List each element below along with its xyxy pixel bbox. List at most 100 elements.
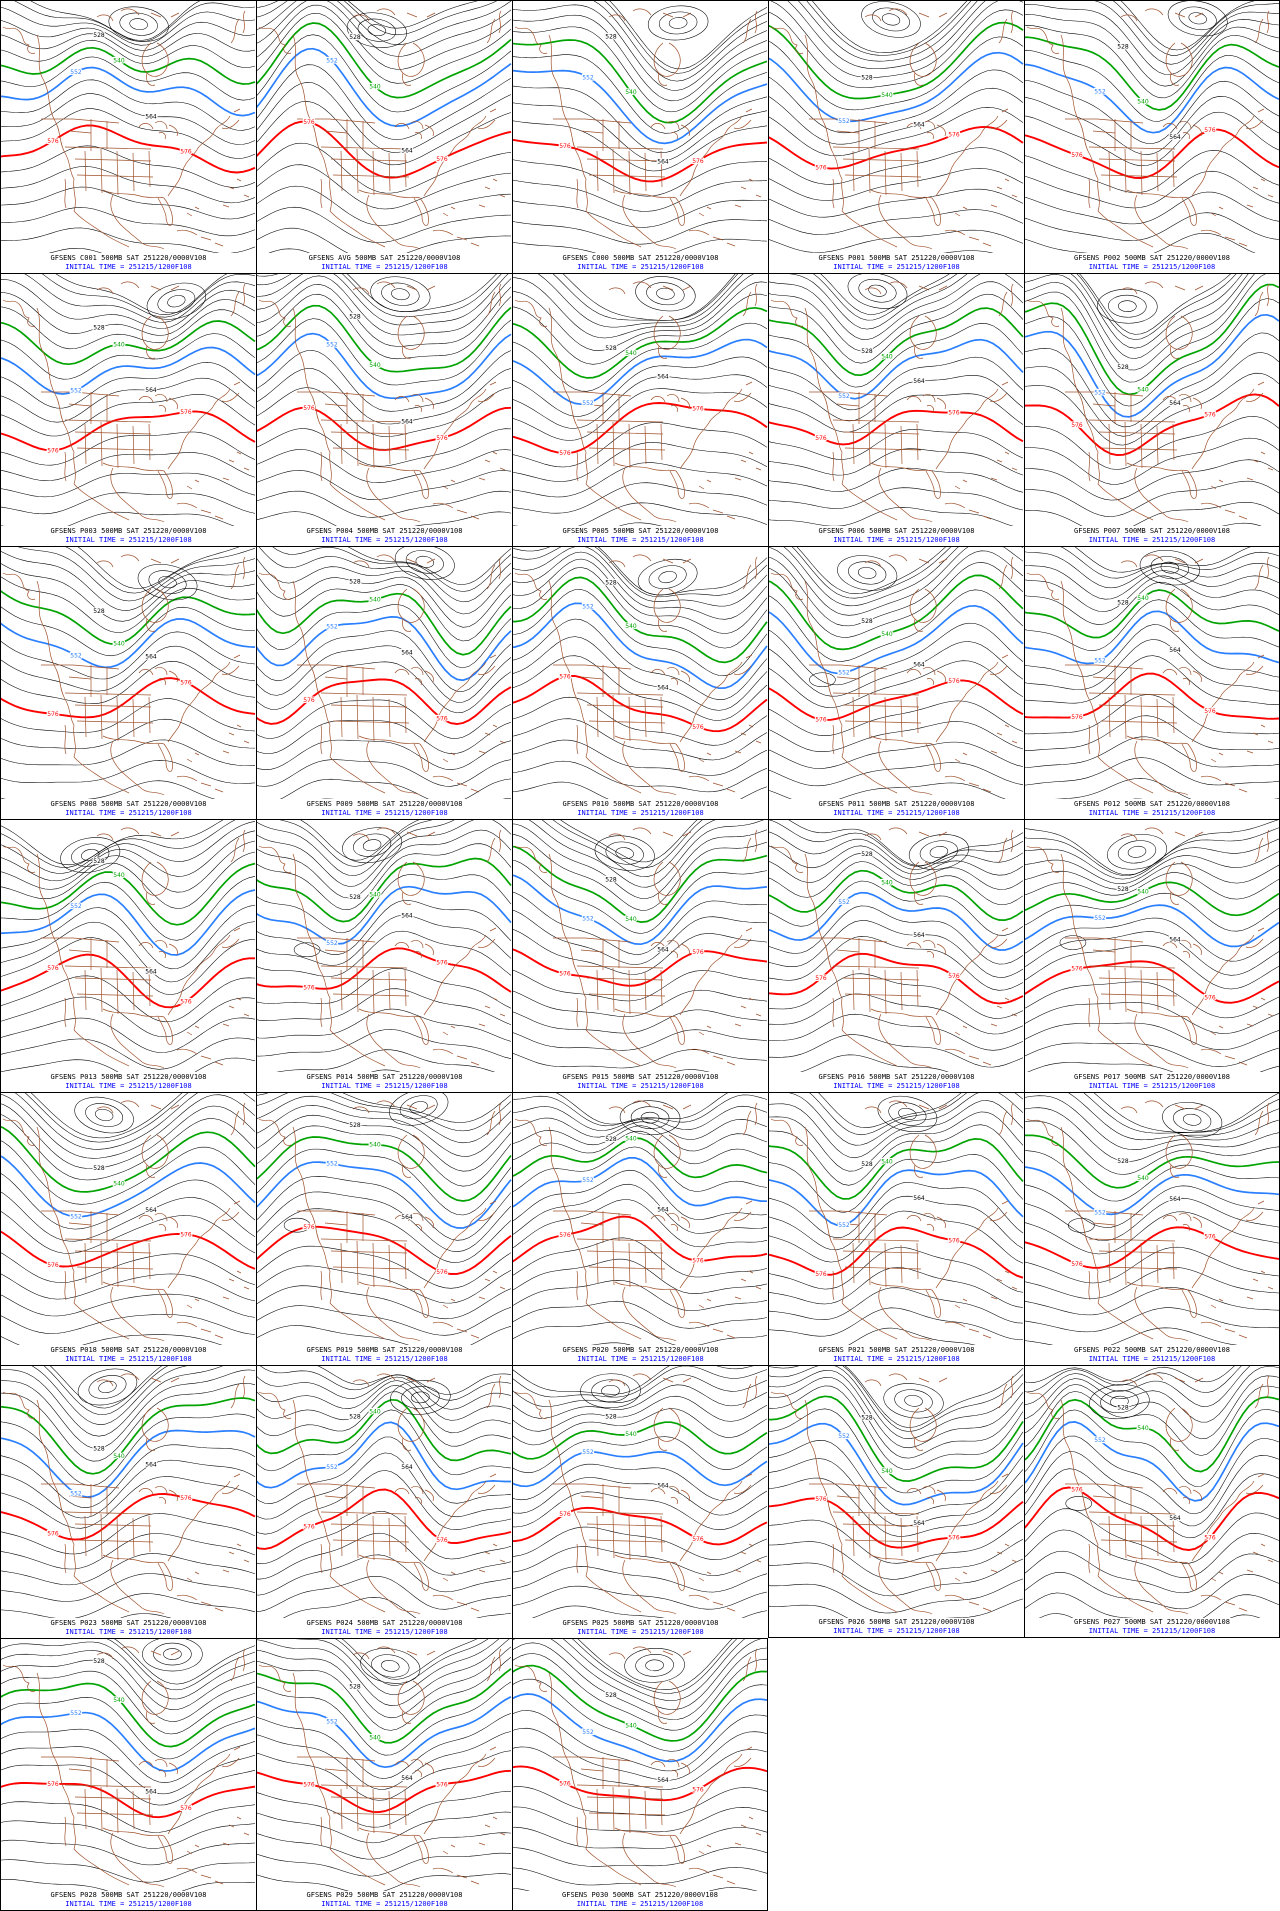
height-contours (513, 547, 768, 799)
panel-captions: GFSENS P009 500MB SAT 251220/0000V108 IN… (257, 800, 512, 818)
panel-captions: GFSENS P005 500MB SAT 251220/0000V108 IN… (513, 527, 768, 545)
geography-outlines (770, 8, 1018, 250)
panel-caption: GFSENS P011 500MB SAT 251220/0000V108 (818, 800, 975, 808)
contour-value-labels: 540 552 576 576 528 564 (558, 32, 705, 166)
height-contours (513, 1366, 768, 1618)
map-panel: 540 552 576 576 528 564 GFSENS P016 500MB SAT… (768, 819, 1024, 1092)
contour-label: 528 (605, 34, 617, 41)
contour-label: 528 (349, 34, 361, 41)
height-contours (1, 1366, 256, 1618)
contour-label: 552 (1094, 1209, 1106, 1216)
contour-label: 564 (1169, 937, 1181, 944)
closed-low-contours (1139, 550, 1200, 586)
closed-low-contours (390, 1380, 451, 1415)
panel-initial-time: INITIAL TIME = 251215/1200F108 (577, 1082, 704, 1090)
panel-initial-time: INITIAL TIME = 251215/1200F108 (577, 809, 704, 817)
panel-captions: GFSENS P026 500MB SAT 251220/0000V108 IN… (769, 1618, 1024, 1636)
contour-map: 540 552 576 576 528 564 (513, 547, 768, 799)
map-panel: 540 552 576 576 528 564 GFSENS P002 500MB SAT… (1024, 0, 1280, 273)
contour-label: 564 (913, 1520, 925, 1527)
contour-map: 540 552 576 576 528 564 (1, 1639, 256, 1891)
panel-captions: GFSENS C001 500MB SAT 251220/0000V108 IN… (1, 254, 256, 272)
geography-outlines (2, 281, 250, 523)
contour-label: 540 (881, 1468, 893, 1475)
height-contours (513, 1093, 768, 1345)
geography-outlines (2, 1373, 250, 1615)
contour-label: 564 (401, 1214, 413, 1221)
panel-initial-time: INITIAL TIME = 251215/1200F108 (321, 263, 448, 271)
contour-label: 540 (881, 880, 893, 887)
contour-label: 576 (559, 143, 571, 150)
geography-outlines (1026, 281, 1274, 523)
panel-captions: GFSENS P017 500MB SAT 251220/0000V108 IN… (1025, 1073, 1279, 1091)
contour-label: 576 (436, 156, 448, 163)
closed-low-contours (847, 274, 908, 309)
contour-label: 540 (1137, 1425, 1149, 1432)
contour-label: 576 (1071, 1261, 1083, 1268)
contour-label: 576 (1071, 966, 1083, 973)
map-panel: 540 552 576 576 528 564 GFSENS P020 500MB SAT… (512, 1092, 768, 1365)
contour-label: 564 (145, 387, 157, 394)
contour-label: 552 (582, 603, 594, 610)
contour-label: 576 (1204, 708, 1216, 715)
contour-label: 528 (605, 1692, 617, 1699)
closed-low-contours (283, 1093, 449, 1233)
contour-map: 540 552 576 576 528 564 (1, 274, 256, 526)
contour-label: 576 (1204, 412, 1216, 419)
geography-outlines (1026, 8, 1274, 250)
panel-captions: GFSENS P012 500MB SAT 251220/0000V108 IN… (1025, 800, 1279, 818)
panel-initial-time: INITIAL TIME = 251215/1200F108 (833, 1627, 960, 1635)
contour-label: 564 (145, 654, 157, 661)
contour-label: 576 (692, 949, 704, 956)
panel-initial-time: INITIAL TIME = 251215/1200F108 (577, 263, 704, 271)
contour-label: 576 (948, 1535, 960, 1542)
contour-map: 540 552 576 576 528 564 (1, 1093, 256, 1345)
closed-low-contours (861, 1, 921, 38)
panel-caption: GFSENS P017 500MB SAT 251220/0000V108 (1074, 1073, 1230, 1081)
panel-captions: GFSENS P020 500MB SAT 251220/0000V108 IN… (513, 1346, 768, 1364)
contour-label: 576 (559, 450, 571, 457)
map-panel: 540 552 576 576 528 564 GFSENS P014 500MB SAT… (256, 819, 512, 1092)
contour-map: 540 552 576 576 528 564 (1025, 274, 1279, 526)
map-panel: 540 552 576 576 528 564 GFSENS P007 500MB SAT… (1024, 273, 1280, 546)
contour-label: 540 (1137, 386, 1149, 393)
contour-label: 576 (180, 679, 192, 686)
panel-captions: GFSENS P015 500MB SAT 251220/0000V108 IN… (513, 1073, 768, 1091)
contour-map: 540 552 576 576 528 564 (513, 1093, 768, 1345)
closed-low-contours (293, 827, 403, 958)
contour-label: 540 (369, 1734, 381, 1741)
contour-map: 540 552 576 576 528 564 (1025, 1366, 1279, 1618)
contour-label: 528 (93, 1446, 105, 1453)
contour-map: 540 552 576 576 528 564 (257, 1093, 512, 1345)
panel-captions: GFSENS AVG 500MB SAT 251220/0000V108 INI… (257, 254, 512, 272)
closed-low-contours (1059, 834, 1168, 950)
panel-initial-time: INITIAL TIME = 251215/1200F108 (321, 1900, 448, 1908)
closed-low-contours (619, 1100, 681, 1135)
contour-label: 528 (861, 1161, 873, 1168)
height-contours (1, 1639, 256, 1891)
contour-label: 552 (326, 1718, 338, 1725)
panel-caption: GFSENS P003 500MB SAT 251220/0000V108 (50, 527, 207, 535)
contour-label: 576 (559, 971, 571, 978)
panel-initial-time: INITIAL TIME = 251215/1200F108 (1088, 1355, 1216, 1363)
panel-caption: GFSENS P019 500MB SAT 251220/0000V108 (306, 1346, 463, 1354)
contour-label: 528 (93, 32, 105, 39)
contour-map: 540 552 576 576 528 564 (513, 1366, 768, 1618)
height-contours (1025, 820, 1279, 1072)
contour-label: 576 (436, 959, 448, 966)
panel-captions: GFSENS P006 500MB SAT 251220/0000V108 IN… (769, 527, 1024, 545)
contour-label: 576 (948, 973, 960, 980)
contour-label: 540 (881, 631, 893, 638)
panel-captions: GFSENS P024 500MB SAT 251220/0000V108 IN… (257, 1619, 512, 1637)
contour-label: 564 (145, 1788, 157, 1795)
contour-label: 552 (1094, 88, 1106, 95)
contour-map: 540 552 576 576 528 564 (257, 1366, 512, 1618)
contour-label: 564 (401, 912, 413, 919)
contour-label: 528 (1117, 886, 1129, 893)
panel-caption: GFSENS P026 500MB SAT 251220/0000V108 (818, 1618, 975, 1626)
empty-cell (1024, 1638, 1280, 1911)
contour-label: 540 (1137, 99, 1149, 106)
contour-label: 552 (326, 624, 338, 631)
panel-captions: GFSENS P003 500MB SAT 251220/0000V108 IN… (1, 527, 256, 545)
contour-label: 528 (349, 1413, 361, 1420)
